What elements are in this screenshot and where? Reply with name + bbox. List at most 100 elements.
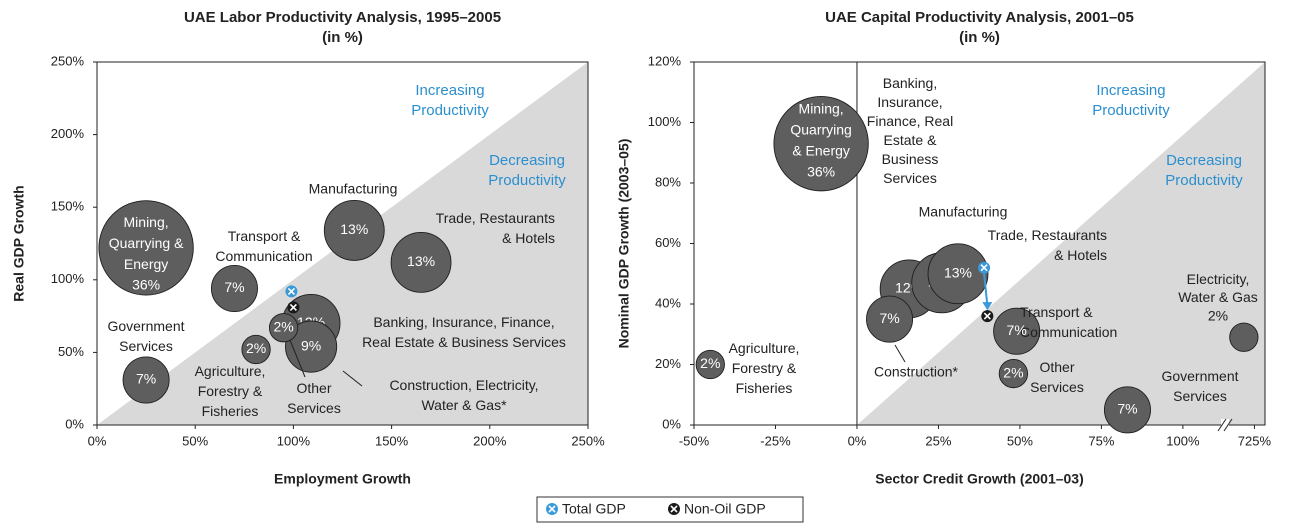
annotation: Decreasing Productivity: [1165, 152, 1243, 189]
bubble-name: Other Services: [287, 380, 341, 416]
bubble-name: Transport & Communication: [1020, 304, 1117, 340]
bubble-size-label: 13%: [407, 253, 435, 269]
y-tick-label: 60%: [655, 235, 681, 250]
marker-cross: [983, 312, 991, 320]
bubble: [927, 243, 989, 305]
legend-label: Non-Oil GDP: [684, 501, 766, 517]
x-tick-label: 25%: [925, 433, 951, 448]
leader-line: [289, 339, 306, 378]
bubble-name: Construction, Electricity, Water & Gas*: [389, 377, 538, 413]
bubble: [866, 295, 914, 343]
x-axis-title: Sector Credit Growth (2001–03): [875, 471, 1084, 487]
legend-swatch: [546, 503, 558, 515]
bubble: [998, 358, 1029, 389]
x-tick-label: 50%: [182, 433, 208, 448]
x-axis-title: Employment Growth: [274, 471, 411, 487]
axis-break-gap: [1221, 419, 1229, 431]
y-tick-label: 200%: [51, 126, 85, 141]
y-tick-label: 100%: [51, 271, 85, 286]
leader-line: [342, 370, 363, 387]
chart-subtitle: (in %): [322, 29, 363, 46]
y-axis-title: Real GDP Growth: [11, 185, 27, 301]
bubble: [122, 356, 170, 404]
x-tick-label: 0%: [88, 433, 107, 448]
bubble-name: Transport & Communication: [215, 228, 312, 264]
legend-cross: [548, 505, 556, 513]
bubble-name: Other Services: [1030, 359, 1084, 395]
bubble-size-label: 9%: [301, 337, 321, 353]
annotation: Increasing Productivity: [1092, 82, 1170, 119]
bubble: [210, 265, 258, 313]
gdp-marker: [287, 301, 300, 314]
bubble: [390, 231, 452, 293]
bubble: [323, 200, 385, 261]
y-tick-label: 150%: [51, 199, 85, 214]
y-tick-label: 50%: [58, 344, 84, 359]
legend-cross: [670, 505, 678, 513]
leader-line: [894, 344, 906, 363]
gdp-marker: [981, 310, 994, 323]
bubble-size-label: 7%: [879, 310, 899, 326]
bubble-name: Manufacturing: [919, 204, 1008, 220]
y-tick-label: 120%: [648, 53, 682, 68]
legend-label: Total GDP: [562, 501, 626, 517]
bubble: [241, 334, 271, 365]
bubble-size-label: 13%: [944, 264, 972, 280]
marker-cross: [980, 264, 988, 272]
bubble-name: Government Services: [1161, 368, 1238, 404]
gdp-marker: [978, 261, 991, 274]
annotation: Increasing Productivity: [411, 82, 489, 119]
y-tick-label: 80%: [655, 174, 681, 189]
y-tick-label: 0%: [65, 416, 84, 431]
y-tick-label: 100%: [648, 114, 682, 129]
bubble-size-label: 7%: [1117, 401, 1137, 417]
bubble: [1103, 386, 1151, 434]
y-axis-title: Nominal GDP Growth (2003–05): [616, 139, 632, 349]
y-tick-label: 20%: [655, 356, 681, 371]
legend-swatch: [668, 503, 680, 515]
marker-cross: [287, 287, 296, 295]
x-tick-label: -50%: [679, 433, 710, 448]
x-tick-label: 75%: [1088, 433, 1114, 448]
bubble-name: Mining, Quarrying & Energy: [109, 214, 184, 272]
bubble: [98, 200, 194, 296]
bubble-size-label: 2%: [1208, 308, 1228, 324]
bubble: [993, 307, 1041, 355]
bubble-name: Agriculture, Forestry & Fisheries: [195, 363, 266, 419]
decreasing-region: [856, 62, 1265, 425]
x-tick-label: 50%: [1007, 433, 1033, 448]
x-tick-label: 200%: [473, 433, 507, 448]
bubble-name: Banking, Insurance, Finance, Real Estate …: [362, 314, 566, 350]
marker-arrow: [983, 273, 989, 306]
bubble: [1229, 322, 1259, 352]
bubble-name: Trade, Restaurants & Hotels: [436, 210, 555, 246]
bubble: [268, 313, 299, 343]
bubble-size-label: 2%: [273, 318, 293, 334]
bubble-name: Government Services: [107, 318, 184, 354]
bubble-size-label: 7%: [136, 371, 156, 387]
plot-border: [96, 61, 589, 426]
x-tick-label: 0%: [848, 433, 867, 448]
bubble-name: Agriculture, Forestry & Fisheries: [729, 340, 800, 396]
y-tick-label: 0%: [662, 416, 681, 431]
bubble-name: Electricity, Water & Gas: [1178, 271, 1258, 305]
x-tick-label: 725%: [1238, 433, 1272, 448]
bubble-size-label: 7%: [1007, 322, 1027, 338]
bubble-name: Banking, Insurance, Finance, Real Estate & B…: [867, 75, 953, 186]
bubble: [773, 96, 869, 192]
axis-break: [1217, 418, 1227, 432]
bubble-name: Trade, Restaurants & Hotels: [988, 227, 1107, 263]
bubble-name: Mining, Quarrying & Energy: [790, 100, 851, 158]
bubble-size-label: 13%: [340, 221, 368, 237]
chart-title: UAE Capital Productivity Analysis, 2001–…: [825, 9, 1134, 26]
marker-arrowhead: [982, 302, 993, 311]
bubble: [695, 349, 725, 380]
bubble-size-label: 2%: [246, 340, 266, 356]
x-tick-label: 150%: [375, 433, 409, 448]
x-tick-label: -25%: [760, 433, 791, 448]
bubble-size-label: 36%: [807, 163, 835, 179]
bubble-name: Manufacturing: [309, 181, 398, 197]
y-tick-label: 40%: [655, 295, 681, 310]
marker-cross: [289, 303, 297, 311]
